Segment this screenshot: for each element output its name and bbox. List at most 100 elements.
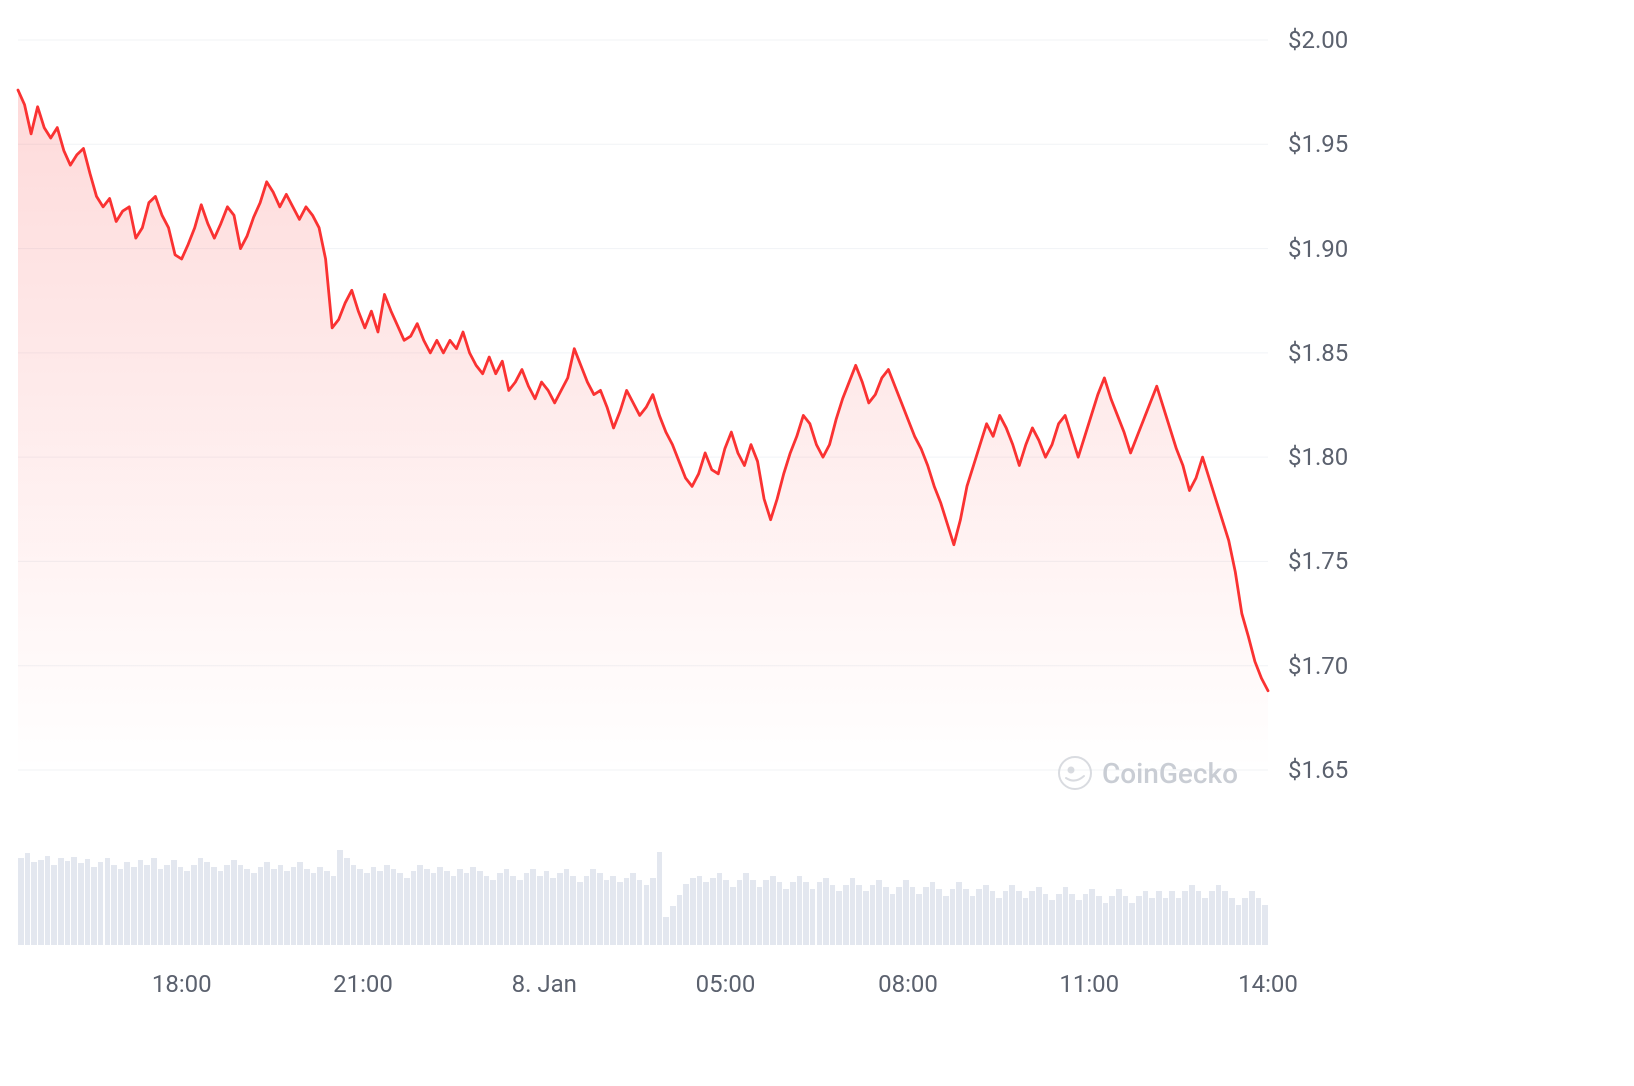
volume-bar	[1096, 896, 1102, 945]
y-axis-label: $2.00	[1288, 26, 1348, 54]
volume-bar	[1196, 891, 1202, 945]
volume-bar	[417, 865, 423, 945]
volume-bar	[1143, 891, 1149, 945]
volume-bar	[803, 882, 809, 945]
volume-bar	[763, 880, 769, 945]
volume-bar	[983, 885, 989, 945]
volume-bar	[258, 867, 264, 945]
volume-bar	[570, 876, 576, 945]
volume-bar	[218, 871, 224, 945]
volume-bar	[118, 869, 124, 945]
volume-bar	[916, 894, 922, 945]
volume-bar	[451, 876, 457, 945]
volume-bar	[1043, 894, 1049, 945]
price-chart-area[interactable]: CoinGecko	[18, 40, 1268, 770]
volume-bar	[411, 871, 417, 945]
volume-bar	[105, 858, 111, 945]
volume-bar	[1156, 891, 1162, 945]
volume-bar	[357, 869, 363, 945]
volume-bar	[650, 878, 656, 945]
volume-bar	[1083, 894, 1089, 945]
volume-bar	[723, 880, 729, 945]
volume-bar	[1222, 891, 1228, 945]
volume-bar	[1129, 903, 1135, 945]
volume-bar	[171, 860, 177, 945]
volume-bar	[85, 859, 91, 945]
price-line-svg	[18, 40, 1268, 770]
volume-bar	[943, 896, 949, 945]
volume-bar	[1076, 900, 1082, 945]
volume-bar	[936, 889, 942, 945]
volume-bar	[1202, 898, 1208, 945]
volume-bar	[490, 880, 496, 945]
y-axis-label: $1.85	[1288, 339, 1348, 367]
volume-bar	[138, 860, 144, 945]
volume-bar	[311, 873, 317, 945]
volume-bar	[371, 867, 377, 945]
volume-bar	[657, 852, 663, 945]
volume-bar	[790, 882, 796, 945]
volume-bar	[783, 889, 789, 945]
volume-bar	[144, 865, 150, 945]
volume-bar	[970, 896, 976, 945]
volume-bar	[743, 873, 749, 945]
volume-bar	[883, 887, 889, 945]
volume-bar	[577, 882, 583, 945]
volume-bar	[524, 873, 530, 945]
volume-bar	[431, 873, 437, 945]
volume-bar	[1229, 898, 1235, 945]
volume-bar	[930, 882, 936, 945]
volume-bar	[25, 853, 31, 945]
volume-bar	[424, 869, 430, 945]
volume-bar	[377, 871, 383, 945]
volume-bar	[1169, 891, 1175, 945]
volume-bar	[797, 876, 803, 945]
volume-bar	[963, 889, 969, 945]
volume-bar	[830, 885, 836, 945]
volume-bar	[703, 882, 709, 945]
volume-bar	[251, 873, 257, 945]
volume-bar	[244, 869, 250, 945]
watermark-text: CoinGecko	[1102, 757, 1238, 790]
x-axis-label: 18:00	[152, 970, 212, 998]
volume-bar	[231, 860, 237, 945]
volume-chart[interactable]	[18, 850, 1268, 945]
volume-bar	[770, 876, 776, 945]
volume-bar	[530, 869, 536, 945]
volume-bar	[324, 871, 330, 945]
volume-bar	[91, 867, 97, 945]
volume-bar	[1009, 885, 1015, 945]
coingecko-icon	[1058, 756, 1092, 790]
volume-bar	[124, 862, 130, 945]
volume-bar	[610, 876, 616, 945]
volume-bar	[896, 887, 902, 945]
volume-bar	[31, 862, 37, 945]
volume-bar	[1123, 896, 1129, 945]
volume-bar	[903, 880, 909, 945]
volume-bar	[457, 869, 463, 945]
volume-bar	[996, 898, 1002, 945]
volume-bar	[38, 860, 44, 945]
volume-bar	[590, 869, 596, 945]
volume-bar	[823, 878, 829, 945]
volume-bar	[683, 884, 689, 945]
volume-bar	[584, 876, 590, 945]
volume-bar	[1249, 891, 1255, 945]
volume-bar	[470, 867, 476, 945]
volume-bar	[976, 889, 982, 945]
volume-bar	[304, 869, 310, 945]
volume-bar	[1109, 896, 1115, 945]
volume-bar	[1029, 891, 1035, 945]
volume-bar	[1236, 905, 1242, 945]
volume-bar	[224, 865, 230, 945]
volume-bar	[404, 878, 410, 945]
volume-bar	[1003, 891, 1009, 945]
volume-bar	[810, 889, 816, 945]
volume-bar	[98, 862, 104, 945]
volume-bar	[1242, 898, 1248, 945]
volume-bar	[670, 906, 676, 945]
x-axis-label: 21:00	[333, 970, 393, 998]
volume-bar	[384, 865, 390, 945]
volume-bar	[464, 873, 470, 945]
volume-bar	[843, 885, 849, 945]
